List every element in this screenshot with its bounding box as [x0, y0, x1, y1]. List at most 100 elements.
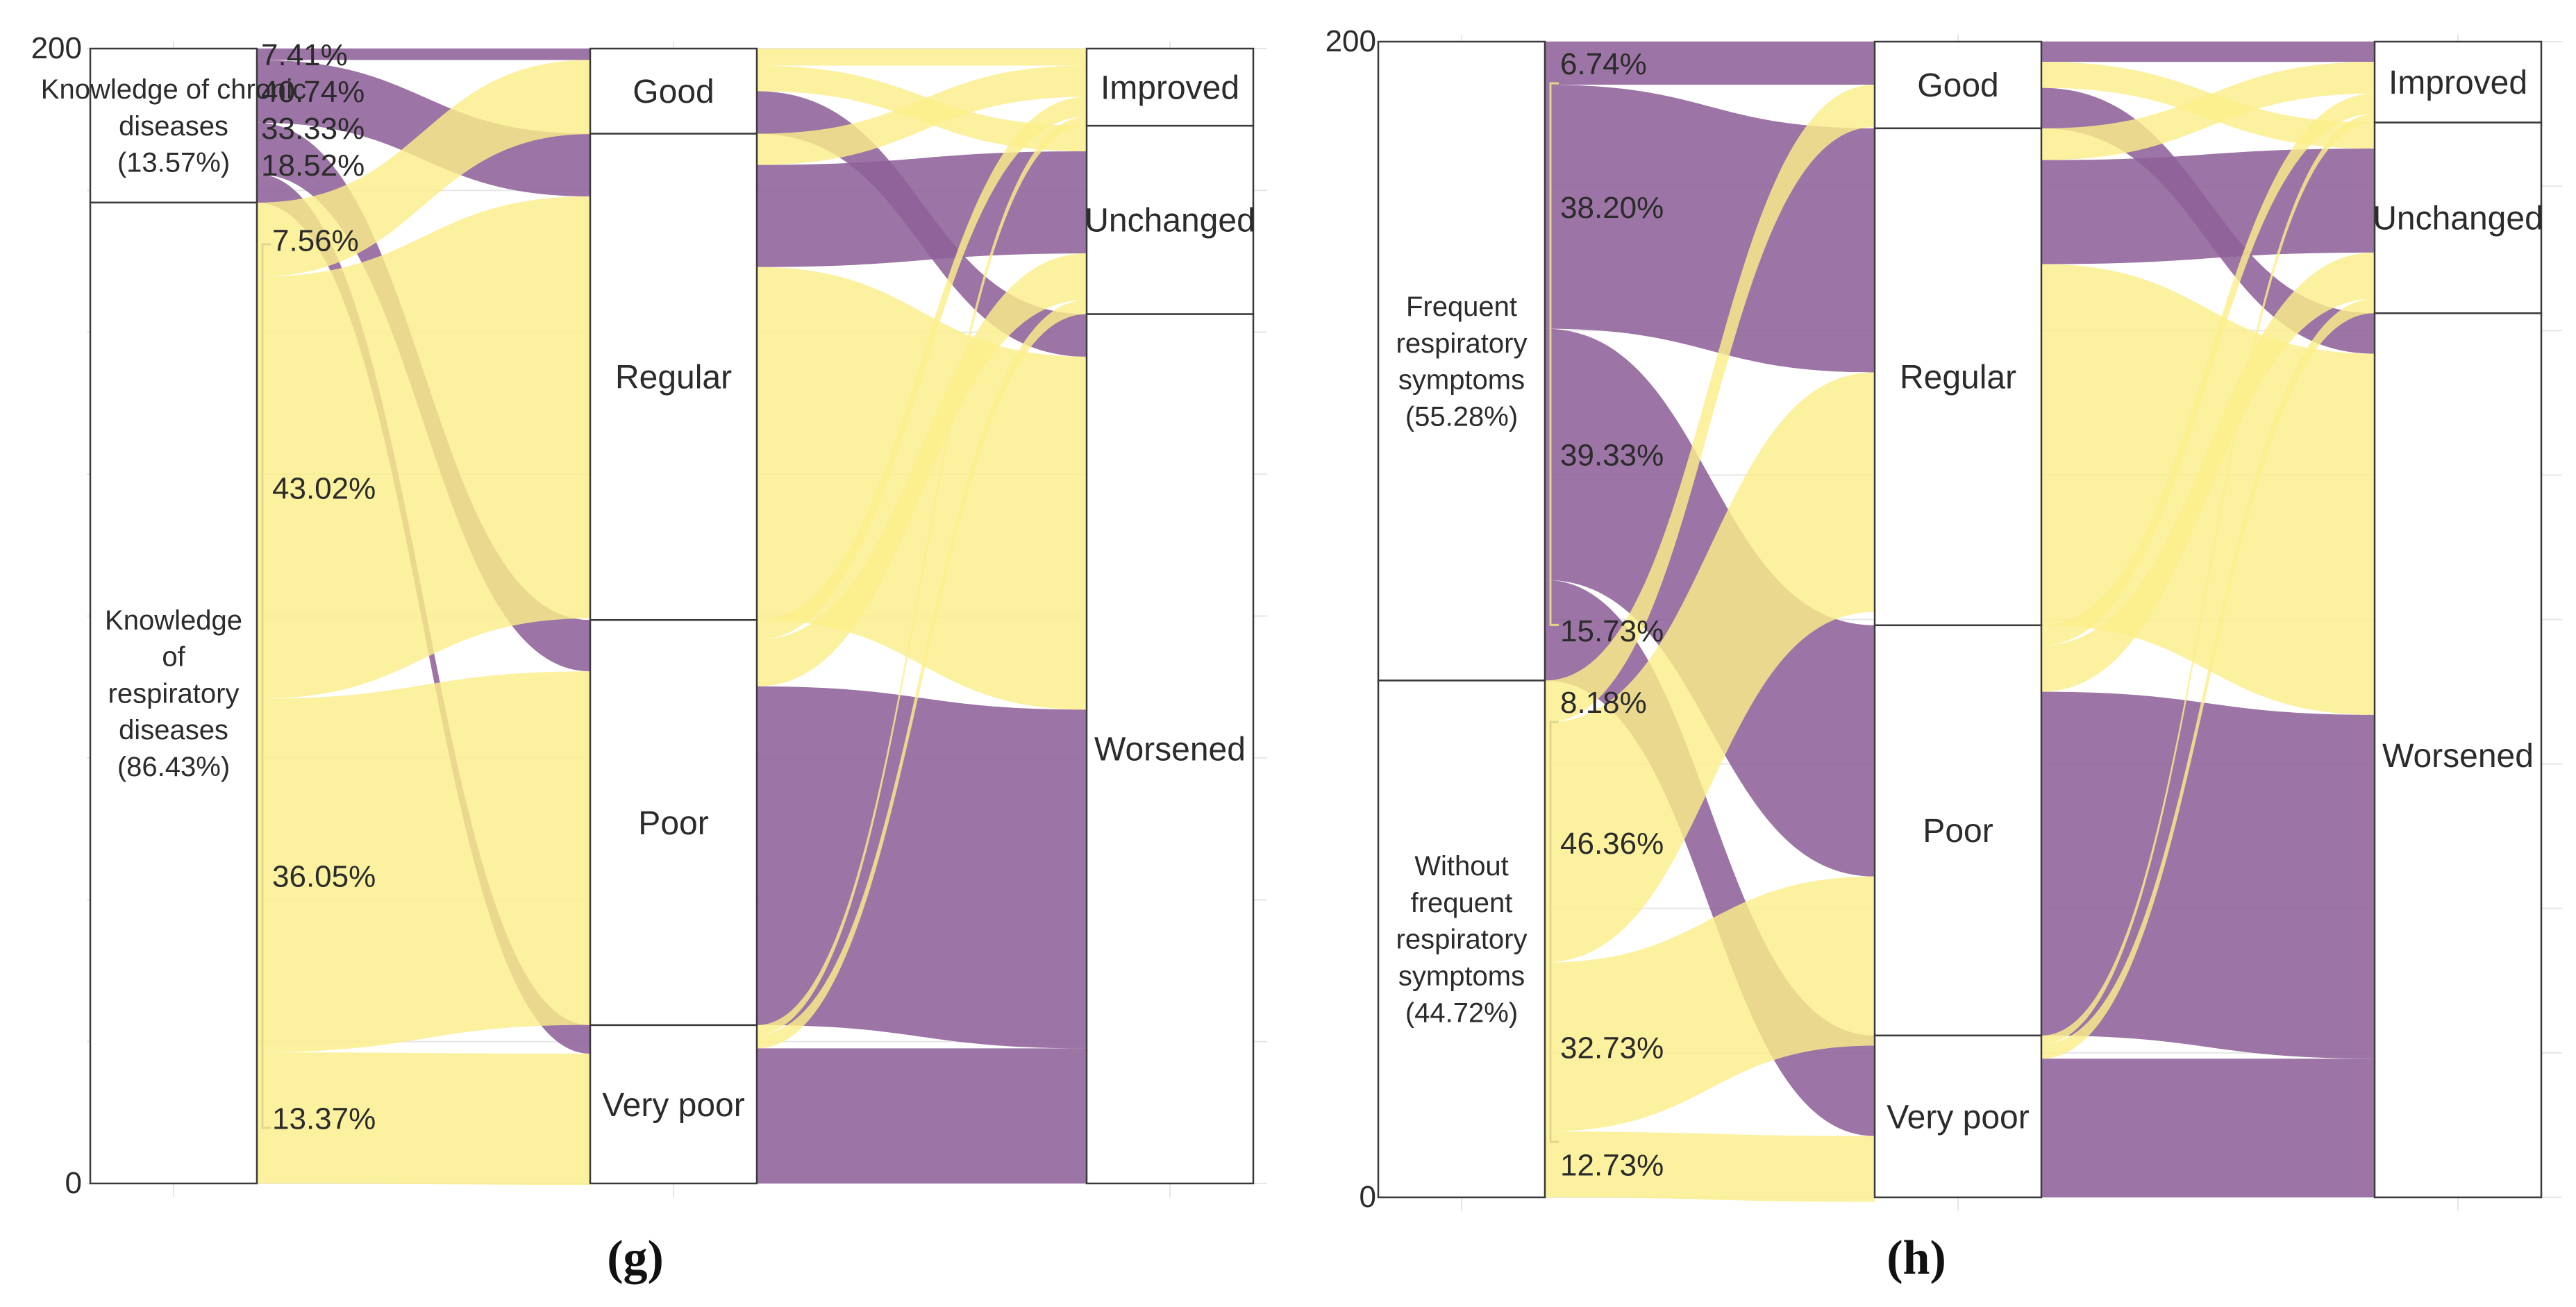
flow-h_without-to-h_poor — [1545, 876, 1875, 1132]
bracket-line — [1549, 82, 1559, 626]
node-label: respiratory — [1396, 925, 1528, 955]
node-label: Worsened — [2382, 738, 2534, 775]
node-box — [89, 47, 258, 204]
node-label: diseases — [119, 111, 228, 142]
flow-h_vpoor-to-h_unchanged — [2041, 298, 2375, 1059]
flow-h_regular-to-h_unchanged — [2041, 149, 2375, 264]
flow-g_vpoor-to-g_worsened — [757, 1048, 1087, 1183]
percent-label: 6.74% — [1560, 47, 1647, 81]
flows-g — [257, 49, 1087, 1186]
node-box — [1377, 40, 1546, 682]
node-label: Without — [1414, 851, 1509, 882]
bracket-line — [261, 243, 271, 1129]
flow-h_regular-to-h_improved — [2041, 62, 2375, 160]
node-g_resp: Knowledge of respiratory diseases (86.43%) — [89, 201, 258, 1185]
node-label: Unchanged — [2373, 201, 2543, 237]
node-box — [1873, 127, 2043, 627]
flow-h_poor-to-h_unchanged — [2041, 252, 2375, 692]
nodes-h: Frequent respiratory symptoms (55.28%) Witho… — [1377, 40, 2543, 1199]
node-label: Improved — [2389, 65, 2527, 101]
flow-g_poor-to-g_improved — [757, 96, 1087, 640]
node-g_regular: Regular — [589, 133, 758, 621]
percent-label: 46.36% — [1560, 827, 1664, 861]
node-h_unchanged: Unchanged — [2373, 121, 2543, 314]
y-tick-label-top: 200 — [1325, 24, 1376, 58]
y-tick-label-bottom: 0 — [1360, 1180, 1376, 1214]
flow-g_vpoor-to-g_unchanged — [757, 300, 1087, 1049]
node-label: (44.72%) — [1405, 997, 1518, 1028]
flow-h_poor-to-h_worsened — [2041, 691, 2375, 1059]
flow-g_vpoor-to-g_improved — [757, 117, 1087, 1034]
node-g_chronic: Knowledge of chronic diseases (13.57%) — [41, 47, 306, 204]
node-h_regular: Regular — [1873, 127, 2043, 627]
node-label: Regular — [1900, 360, 2016, 396]
flow-g_regular-to-g_unchanged — [757, 151, 1087, 267]
percent-label: 7.41% — [261, 38, 348, 72]
node-box — [589, 133, 758, 621]
percent-label: 12.73% — [1560, 1149, 1664, 1183]
node-label: Improved — [1101, 69, 1239, 106]
flow-h_vpoor-to-h_worsened — [2041, 1059, 2375, 1197]
node-label: Knowledge — [105, 605, 242, 636]
node-label: respiratory — [1396, 328, 1528, 359]
node-label: (86.43%) — [117, 752, 230, 782]
node-label: Very poor — [602, 1087, 744, 1124]
node-label: frequent — [1411, 888, 1513, 918]
node-box — [1085, 124, 1255, 315]
node-g_good: Good — [589, 47, 758, 135]
percent-label: 38.20% — [1560, 191, 1664, 225]
flow-h_without-to-h_good — [1545, 85, 1875, 723]
node-h_worsened: Worsened — [2373, 312, 2543, 1199]
node-label: Poor — [1923, 813, 1993, 850]
node-box — [89, 201, 258, 1185]
flow-g_resp-to-g_poor — [257, 671, 590, 1053]
node-box — [1873, 1034, 2043, 1199]
node-g_worsened: Worsened — [1085, 313, 1255, 1185]
node-label: Worsened — [1094, 732, 1246, 768]
bracket-line — [1549, 720, 1559, 1143]
group-bracket — [1549, 82, 1559, 626]
flow-h_without-to-h_vpoor — [1545, 1131, 1875, 1202]
percent-label: 7.56% — [272, 224, 359, 258]
node-g_poor: Poor — [589, 618, 758, 1027]
node-label: diseases — [119, 715, 228, 745]
node-h_poor: Poor — [1873, 624, 2043, 1037]
node-g_unchanged: Unchanged — [1085, 124, 1255, 315]
node-g_improved: Improved — [1085, 47, 1255, 127]
node-label: Good — [1917, 67, 1998, 104]
flow-g_resp-to-g_vpoor — [257, 1052, 590, 1186]
node-label: Regular — [615, 360, 732, 396]
percent-labels-h: 6.74% 38.20% 39.33% 15.73% 8.18% 46.36% 32.73%… — [1549, 47, 1664, 1183]
percent-label: 32.73% — [1560, 1031, 1664, 1065]
flow-g_chronic-to-g_good — [257, 49, 590, 60]
panel-label-g: (g) — [607, 1231, 664, 1285]
node-label: respiratory — [108, 678, 240, 709]
flows-h — [1545, 42, 2375, 1202]
panel-label-h: (h) — [1887, 1231, 1946, 1285]
percent-label: 43.02% — [272, 472, 376, 506]
node-label: Unchanged — [1085, 203, 1255, 239]
node-box — [1085, 313, 1255, 1185]
node-label: symptoms — [1398, 365, 1525, 396]
node-h_improved: Improved — [2373, 40, 2543, 124]
flow-h_freq-to-h_good — [1545, 42, 1875, 85]
percent-label: 8.18% — [1560, 686, 1647, 720]
flow-h_without-to-h_regular — [1545, 372, 1875, 963]
node-label: symptoms — [1398, 961, 1525, 992]
flow-h_good-to-h_improved — [2041, 42, 2375, 62]
percent-label: 36.05% — [272, 859, 376, 893]
group-bracket — [261, 243, 271, 1129]
node-label: (13.57%) — [117, 148, 230, 178]
flow-g_good-to-g_improved — [757, 49, 1087, 66]
node-box — [589, 618, 758, 1027]
flow-h_poor-to-h_improved — [2041, 93, 2375, 646]
nodes-g: Knowledge of chronicdiseases(13.57%)Know… — [41, 47, 1255, 1185]
flow-g_resp-to-g_regular — [257, 196, 590, 699]
y-tick-label-top: 200 — [31, 31, 82, 65]
percent-label: 15.73% — [1560, 614, 1664, 648]
flow-g_chronic-to-g_regular — [257, 60, 590, 197]
percent-label: 33.33% — [261, 112, 365, 146]
